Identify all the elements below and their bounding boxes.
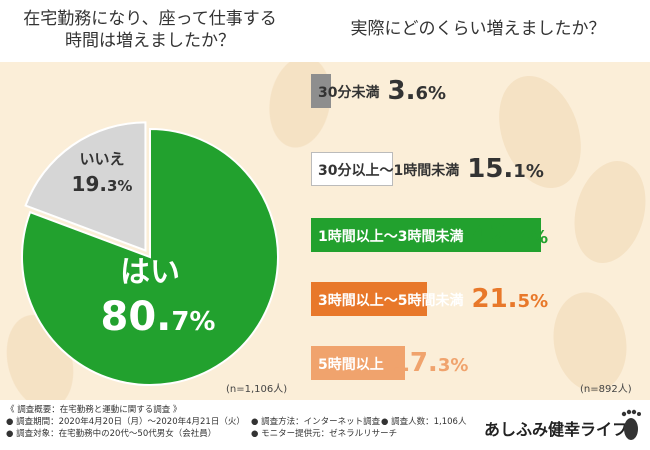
bar-value-3: 42.5% bbox=[471, 220, 549, 250]
bar-4 bbox=[311, 282, 428, 316]
pie-slice-no bbox=[24, 121, 147, 252]
pie-value-no: 19.3% bbox=[72, 172, 133, 196]
bar-label-4: 3時間以上〜5時間未満 bbox=[318, 293, 464, 309]
pie-label-no: いいえ bbox=[79, 150, 124, 168]
footprint-icon bbox=[621, 409, 641, 440]
pie-question-line-1: 在宅勤務になり、座って仕事する bbox=[23, 9, 277, 29]
pie-question: 在宅勤務になり、座って仕事する 時間は増えましたか？ bbox=[0, 8, 300, 52]
bar-2 bbox=[311, 152, 393, 186]
bar-label-5: 5時間以上 bbox=[318, 357, 384, 373]
bar-label-3: 1時間以上〜3時間未満 bbox=[318, 229, 464, 245]
bar-sample-size: (n=892人) bbox=[580, 384, 632, 395]
pie-value-yes: 80.7% bbox=[100, 294, 215, 340]
bar-5 bbox=[311, 346, 405, 380]
survey-method: ● 調査方法：インターネット調査 bbox=[251, 417, 381, 427]
survey-period: ● 調査期間：2020年4月20日（月）〜2020年4月21日（火） bbox=[6, 417, 245, 427]
pie-sample-size: (n=1,106人) bbox=[226, 384, 288, 395]
survey-count: ● 調査人数：1,106人 bbox=[381, 417, 467, 427]
survey-summary: 《 調査概要：在宅勤務と運動に関する調査 》 ● 調査期間：2020年4月20日… bbox=[6, 404, 476, 440]
bar-value-1: 3.6% bbox=[387, 76, 447, 106]
survey-provider: ● モニター提供元：ゼネラルリサーチ bbox=[251, 429, 398, 439]
survey-target: ● 調査対象：在宅勤務中の20代〜50代男女（会社員） bbox=[6, 429, 217, 439]
bar-value-5: 17.3% bbox=[391, 348, 469, 378]
brand-logo: あしふみ健幸ライフ bbox=[484, 420, 629, 439]
pie-value-yes-int: 80. bbox=[100, 294, 171, 340]
survey-summary-title: 《 調査概要：在宅勤務と運動に関する調査 》 bbox=[6, 405, 182, 415]
pie-slice-yes bbox=[21, 127, 279, 386]
pie-value-no-int: 19. bbox=[72, 172, 107, 196]
bar-1 bbox=[311, 74, 331, 108]
chart-panel: いいえ 19.3% はい 80.7% (n=1,106人) (n=892人) 3… bbox=[0, 62, 650, 400]
footprint-decoration bbox=[6, 62, 646, 400]
bar-question: 実際にどのくらい増えましたか？ bbox=[350, 19, 606, 39]
bar-value-2: 15.1% bbox=[467, 154, 544, 184]
pie-label-yes: はい bbox=[120, 255, 180, 290]
pie-value-yes-dec: 7% bbox=[171, 307, 215, 337]
bar-3 bbox=[311, 218, 541, 252]
pie-question-line-2: 時間は増えましたか？ bbox=[65, 31, 235, 51]
bar-label-1: 30分未満 bbox=[318, 85, 380, 101]
pie-chart: いいえ 19.3% はい 80.7% bbox=[21, 121, 279, 386]
pie-value-no-dec: 3% bbox=[107, 177, 132, 195]
bar-value-4: 21.5% bbox=[471, 284, 549, 314]
bar-label-2: 30分以上〜1時間未満 bbox=[318, 163, 460, 179]
